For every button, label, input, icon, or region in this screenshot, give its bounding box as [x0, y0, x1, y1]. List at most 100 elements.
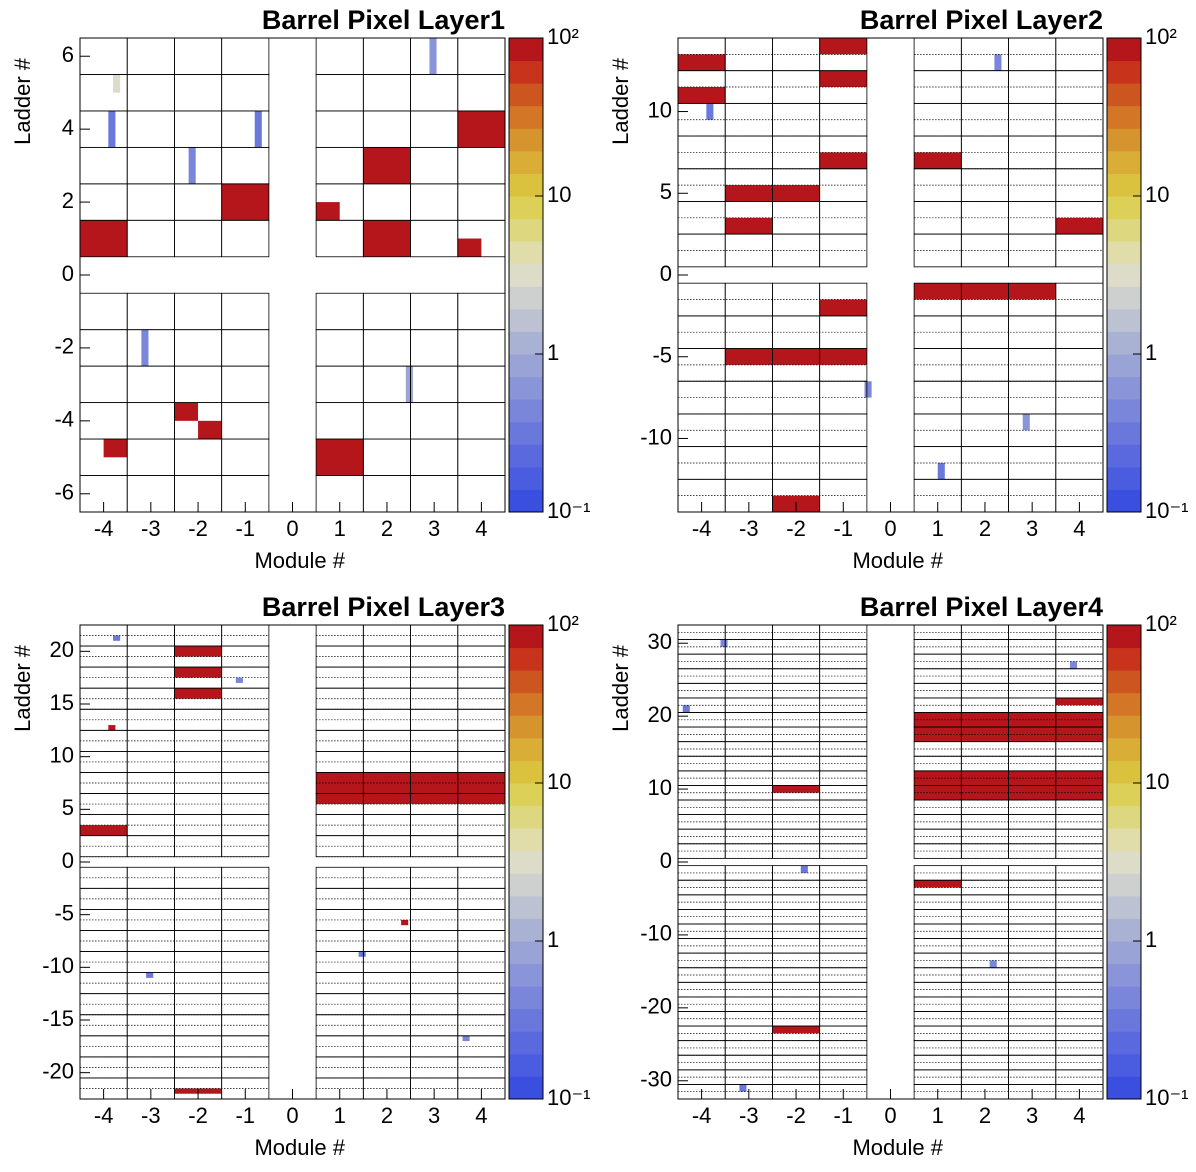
z-tick-label: 10² — [1145, 24, 1177, 49]
heatmap-cell — [994, 54, 1002, 71]
y-tick-label: 0 — [660, 848, 672, 873]
colorbar-step — [1107, 1053, 1141, 1077]
chart-title: Barrel Pixel Layer1 — [262, 5, 505, 35]
y-tick-label: -30 — [640, 1067, 672, 1092]
heatmap-cell — [80, 220, 128, 257]
x-tick-label: 4 — [475, 516, 487, 541]
colorbar-step — [509, 692, 543, 716]
y-tick-label: 20 — [648, 702, 672, 727]
colorbar-step — [509, 466, 543, 490]
colorbar-step — [1107, 150, 1141, 174]
y-tick-label: -5 — [54, 900, 74, 925]
plot-area — [678, 625, 1103, 1099]
y-tick-label: -10 — [42, 953, 74, 978]
colorbar-step — [1107, 421, 1141, 445]
x-tick-label: -4 — [692, 1103, 712, 1128]
y-tick-label: 2 — [62, 188, 74, 213]
y-tick-label: 0 — [62, 848, 74, 873]
colorbar-step — [509, 760, 543, 784]
colorbar-step — [509, 376, 543, 400]
x-tick-label: 1 — [334, 516, 346, 541]
heatmap-cell — [401, 919, 409, 926]
y-tick-label: 15 — [50, 690, 74, 715]
colorbar-step — [1107, 715, 1141, 739]
heatmap-cell — [914, 152, 962, 169]
x-tick-label: 2 — [979, 516, 991, 541]
heatmap-cell — [819, 299, 867, 316]
heatmap-cell — [174, 646, 222, 657]
heatmap-cell — [772, 1026, 820, 1034]
colorbar-step — [509, 941, 543, 965]
colorbar-step — [1107, 173, 1141, 197]
z-tick-label: 1 — [547, 340, 559, 365]
heatmap-cell — [819, 70, 867, 88]
heatmap-cell — [819, 152, 867, 169]
heatmap-cell — [1055, 697, 1103, 706]
colorbar-step — [1107, 376, 1141, 400]
colorbar-step — [509, 963, 543, 987]
colorbar-step — [509, 670, 543, 694]
x-tick-label: 1 — [932, 1103, 944, 1128]
x-tick-label: -2 — [786, 516, 806, 541]
colorbar-step — [509, 918, 543, 942]
x-tick-label: -4 — [692, 516, 712, 541]
x-tick-label: 4 — [1073, 1103, 1085, 1128]
z-tick-label: 1 — [1145, 927, 1157, 952]
colorbar-step — [1107, 263, 1141, 287]
colorbar-step — [1107, 105, 1141, 129]
x-tick-label: -1 — [235, 516, 255, 541]
colorbar-step — [1107, 1031, 1141, 1055]
colorbar-step — [1107, 783, 1141, 807]
colorbar-step — [1107, 692, 1141, 716]
colorbar-step — [509, 286, 543, 310]
heatmap-cell — [864, 381, 872, 398]
x-tick-label: -3 — [739, 516, 759, 541]
panel: -4 -3 -2 -1 0 1 2 3 4 -6 -4 -2 0 2 4 6 Barrel Pixel Laye… — [10, 5, 591, 573]
colorbar-step — [509, 150, 543, 174]
heatmap-cell — [363, 220, 411, 257]
colorbar-step — [1107, 1076, 1141, 1100]
heatmap-cell — [358, 951, 366, 957]
heatmap-cell — [188, 147, 196, 184]
colorbar-step — [509, 308, 543, 332]
x-tick-label: -3 — [141, 1103, 161, 1128]
y-tick-label: -20 — [42, 1058, 74, 1083]
x-tick-label: 0 — [884, 1103, 896, 1128]
heatmap-cell — [1069, 661, 1078, 669]
heatmap-cell — [1055, 217, 1103, 235]
y-tick-label: 10 — [50, 742, 74, 767]
heatmap-cell — [914, 880, 962, 888]
colorbar-step — [509, 421, 543, 445]
colorbar-step — [509, 399, 543, 423]
y-tick-label: 6 — [62, 42, 74, 67]
x-tick-label: -1 — [833, 516, 853, 541]
colorbar-step — [509, 263, 543, 287]
colorbar-step — [1107, 941, 1141, 965]
colorbar-step — [1107, 286, 1141, 310]
z-tick-label: 10⁻¹ — [1145, 498, 1188, 523]
colorbar-step — [509, 128, 543, 152]
x-tick-label: 0 — [286, 1103, 298, 1128]
colorbar-step — [509, 38, 543, 62]
heatmap-cell — [682, 705, 690, 713]
colorbar-step — [509, 1053, 543, 1077]
y-tick-label: -2 — [54, 334, 74, 359]
x-tick-label: -2 — [188, 516, 208, 541]
colorbar-step — [509, 828, 543, 852]
x-tick-label: 4 — [1073, 516, 1085, 541]
x-axis-label: Module # — [254, 548, 345, 573]
colorbar-step — [1107, 647, 1141, 671]
colorbar-step — [1107, 963, 1141, 987]
y-axis-label: Ladder # — [10, 57, 35, 145]
colorbar-step — [1107, 918, 1141, 942]
x-axis-label: Module # — [254, 1135, 345, 1160]
colorbar-step — [1107, 873, 1141, 897]
x-tick-label: -4 — [94, 516, 114, 541]
colorbar-step — [509, 354, 543, 378]
x-tick-label: 3 — [1026, 1103, 1038, 1128]
colorbar-frame — [508, 624, 544, 1100]
heatmap-cell — [103, 439, 128, 458]
colorbar-step — [509, 173, 543, 197]
heatmap-cell — [725, 348, 867, 365]
